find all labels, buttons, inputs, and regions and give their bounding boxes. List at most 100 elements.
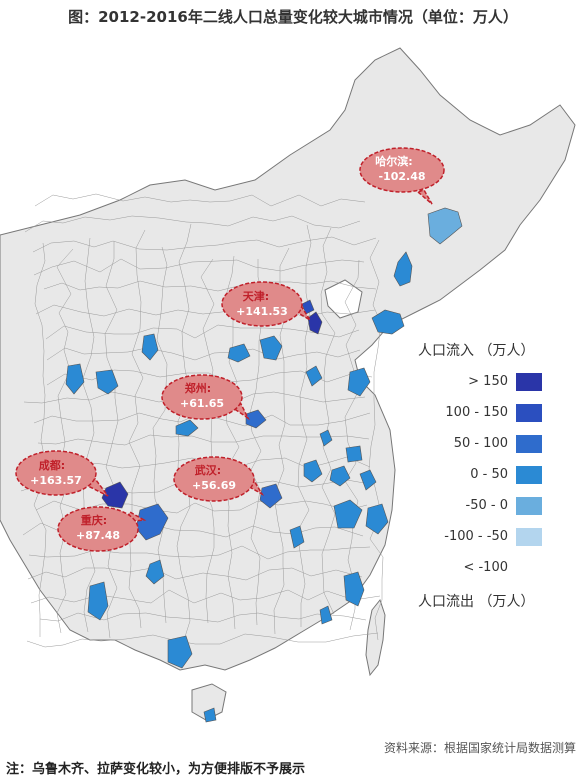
legend-item-label: 0 - 50 xyxy=(470,467,508,482)
legend-item: 50 - 100 xyxy=(418,430,578,461)
legend-item: -50 - 0 xyxy=(418,492,578,523)
border-line xyxy=(33,242,47,637)
callout-zhengzhou-city: 郑州: xyxy=(185,381,211,395)
border-line xyxy=(320,227,336,615)
city-guangzhou xyxy=(167,635,193,669)
callout-chongqing-city: 重庆: xyxy=(81,513,107,527)
border-line xyxy=(35,304,376,318)
china-map: 哈尔滨: -102.48 天津: +141.53 郑州: +61.65 成都: … xyxy=(0,47,576,723)
map-title: 图：2012-2016年二线人口总量变化较大城市情况（单位：万人） xyxy=(68,8,518,26)
legend-item: < -100 xyxy=(418,554,578,585)
callout-wuhan-city: 武汉: xyxy=(195,463,221,477)
callout-chongqing: 重庆: +87.48 xyxy=(57,506,147,552)
legend-item-swatch xyxy=(516,528,542,546)
callout-tianjin-city: 天津: xyxy=(243,289,269,303)
border-line xyxy=(27,567,363,581)
city-fuzhou xyxy=(365,503,389,535)
border-line xyxy=(24,215,361,233)
legend-item: -100 - -50 xyxy=(418,523,578,554)
callout-wuhan-value: +56.69 xyxy=(192,479,236,492)
city-hangzhou xyxy=(329,465,351,487)
city-nanjing xyxy=(319,429,333,447)
border-line xyxy=(35,500,368,514)
border-line xyxy=(34,193,366,207)
legend-item-swatch xyxy=(516,404,542,422)
legend-item-label: -100 - -50 xyxy=(444,529,508,544)
legend-items: > 150 100 - 150 50 - 100 0 - 50 -50 - 0 -100 … xyxy=(418,368,578,585)
city-taiyuan xyxy=(227,343,251,363)
city-harbin xyxy=(427,207,463,245)
callout-harbin-value: -102.48 xyxy=(378,170,425,183)
legend-footer: 人口流出 （万人） xyxy=(418,591,578,611)
callout-zhengzhou-value: +61.65 xyxy=(180,397,224,410)
callout-tianjin-value: +141.53 xyxy=(236,305,288,318)
border-line xyxy=(32,236,377,253)
callout-harbin: 哈尔滨: -102.48 xyxy=(359,147,445,205)
legend-item-label: > 150 xyxy=(468,374,508,389)
taiwan-island xyxy=(365,598,386,677)
city-xian xyxy=(175,419,199,437)
border-line xyxy=(43,280,377,292)
border-line xyxy=(128,229,146,629)
border-line xyxy=(200,258,215,624)
legend-item: 100 - 150 xyxy=(418,399,578,430)
highlighted-cities xyxy=(65,207,463,723)
city-ningbo xyxy=(333,499,363,529)
city-tianjin xyxy=(307,311,323,335)
legend-item-swatch xyxy=(516,497,542,515)
legend-item-label: < -100 xyxy=(463,560,508,575)
city-xining xyxy=(141,333,159,361)
city-xiamen xyxy=(343,571,365,607)
border-line xyxy=(46,347,361,361)
city-yinchuan xyxy=(65,363,85,395)
callout-chengdu-value: +163.57 xyxy=(30,474,82,487)
legend-item-label: 50 - 100 xyxy=(453,436,508,451)
callout-chongqing-value: +87.48 xyxy=(76,529,120,542)
border-line xyxy=(28,545,371,560)
footnote: 注：乌鲁木齐、拉萨变化较小，为方便排版不予展示 xyxy=(6,762,306,777)
border-line xyxy=(104,241,119,639)
legend-item-label: -50 - 0 xyxy=(465,498,508,513)
city-zhengzhou xyxy=(245,409,267,429)
callout-wuhan: 武汉: +56.69 xyxy=(173,456,265,502)
city-lanzhou xyxy=(95,369,119,395)
data-source: 资料来源：根据国家统计局数据测算 xyxy=(383,741,576,755)
legend-inflow-unit: （万人） xyxy=(478,343,535,359)
border-line xyxy=(56,248,74,634)
city-qingdao xyxy=(347,367,371,397)
border-line xyxy=(30,589,381,604)
legend-outflow-unit: （万人） xyxy=(478,594,535,610)
legend-item-swatch xyxy=(516,466,542,484)
callout-chengdu: 成都: +163.57 xyxy=(15,450,109,497)
legend-item-label: 100 - 150 xyxy=(445,405,508,420)
city-wuhan xyxy=(259,483,283,509)
city-beijing xyxy=(301,299,315,315)
city-jinan xyxy=(305,365,323,387)
callout-chengdu-city: 成都: xyxy=(39,458,65,472)
border-line xyxy=(296,224,312,627)
callout-bubbles: 哈尔滨: -102.48 天津: +141.53 郑州: +61.65 成都: … xyxy=(15,147,445,552)
city-suzhou xyxy=(345,445,363,463)
border-line xyxy=(45,324,360,340)
city-guiyang xyxy=(87,581,109,621)
city-wenzhou xyxy=(359,469,377,491)
city-hefei xyxy=(303,459,323,483)
legend-outflow-label: 人口流出 xyxy=(418,594,474,610)
city-nanchang xyxy=(145,559,165,585)
border-line xyxy=(368,239,384,641)
legend-header: 人口流入 （万人） xyxy=(418,340,578,360)
city-shijiazhuang xyxy=(259,335,283,361)
city-changchun xyxy=(393,251,413,287)
legend-item-swatch xyxy=(516,373,542,391)
city-chengdu xyxy=(101,481,129,509)
map-legend: 人口流入 （万人） > 150 100 - 150 50 - 100 0 - 50 -5… xyxy=(418,340,578,611)
hainan-island xyxy=(191,683,227,721)
legend-inflow-label: 人口流入 xyxy=(418,343,474,359)
border-line xyxy=(37,434,370,446)
border-line xyxy=(33,258,365,276)
callout-zhengzhou: 郑州: +61.65 xyxy=(161,374,250,421)
callout-tianjin: 天津: +141.53 xyxy=(221,281,311,327)
border-line xyxy=(152,246,168,624)
city-changsha xyxy=(289,525,305,549)
legend-item: > 150 xyxy=(418,368,578,399)
